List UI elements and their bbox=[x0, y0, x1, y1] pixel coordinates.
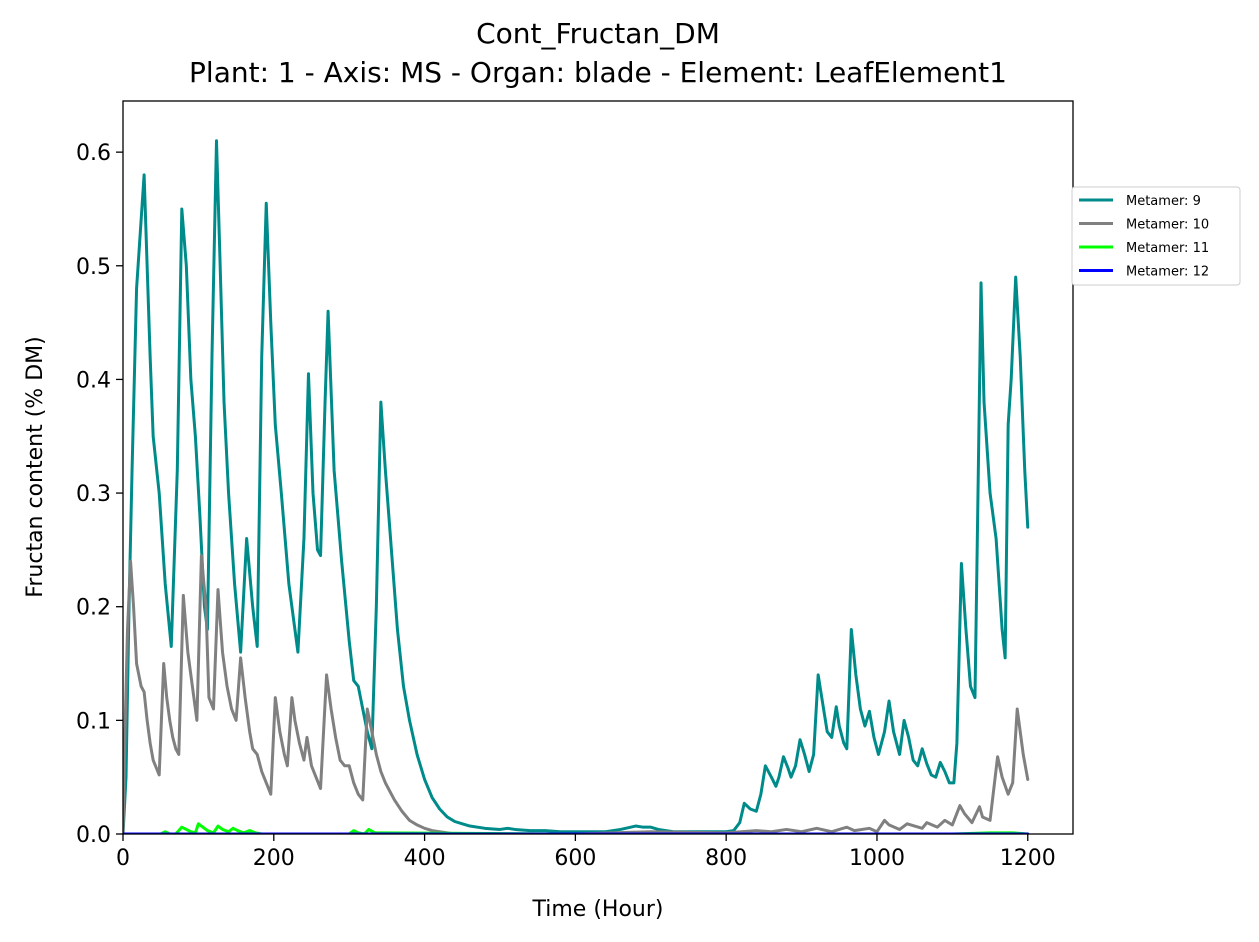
legend-entry-label: Metamer: 9 bbox=[1126, 194, 1201, 209]
y-tick-label: 0.3 bbox=[76, 482, 111, 507]
chart-subtitle: Plant: 1 - Axis: MS - Organ: blade - Ele… bbox=[189, 56, 1007, 89]
x-tick-label: 0 bbox=[116, 846, 130, 871]
series-line-metamer-11 bbox=[123, 822, 1030, 834]
x-tick-label: 800 bbox=[705, 846, 747, 871]
series-layer bbox=[123, 139, 1030, 834]
x-tick-label: 400 bbox=[404, 846, 446, 871]
y-axis: 0.0 0.1 0.2 0.3 0.4 0.5 0.6 bbox=[76, 141, 123, 848]
x-tick-label: 200 bbox=[253, 846, 295, 871]
x-tick-label: 600 bbox=[554, 846, 596, 871]
y-tick-label: 0.6 bbox=[76, 141, 111, 166]
series-line-metamer-10 bbox=[123, 554, 1030, 834]
x-tick-label: 1000 bbox=[849, 846, 905, 871]
plot-frame bbox=[122, 100, 1074, 835]
y-tick-label: 0.4 bbox=[76, 368, 111, 393]
x-tick-label: 1200 bbox=[1000, 846, 1056, 871]
y-tick-label: 0.1 bbox=[76, 709, 111, 734]
chart-title: Cont_Fructan_DM bbox=[476, 17, 720, 50]
legend-entry-label: Metamer: 12 bbox=[1126, 265, 1209, 280]
y-tick-label: 0.2 bbox=[76, 596, 111, 621]
y-tick-label: 0.0 bbox=[76, 823, 111, 848]
legend-entry-label: Metamer: 10 bbox=[1126, 218, 1209, 233]
x-axis-label: Time (Hour) bbox=[532, 897, 664, 922]
legend-entry-label: Metamer: 11 bbox=[1126, 241, 1209, 256]
legend: Metamer: 9 Metamer: 10 Metamer: 11 Metamer:… bbox=[1071, 186, 1241, 286]
x-axis: 0 200 400 600 800 1000 1200 bbox=[116, 834, 1056, 871]
y-axis-label: Fructan content (% DM) bbox=[23, 336, 48, 597]
legend-box bbox=[1071, 186, 1241, 286]
y-tick-label: 0.5 bbox=[76, 255, 111, 280]
